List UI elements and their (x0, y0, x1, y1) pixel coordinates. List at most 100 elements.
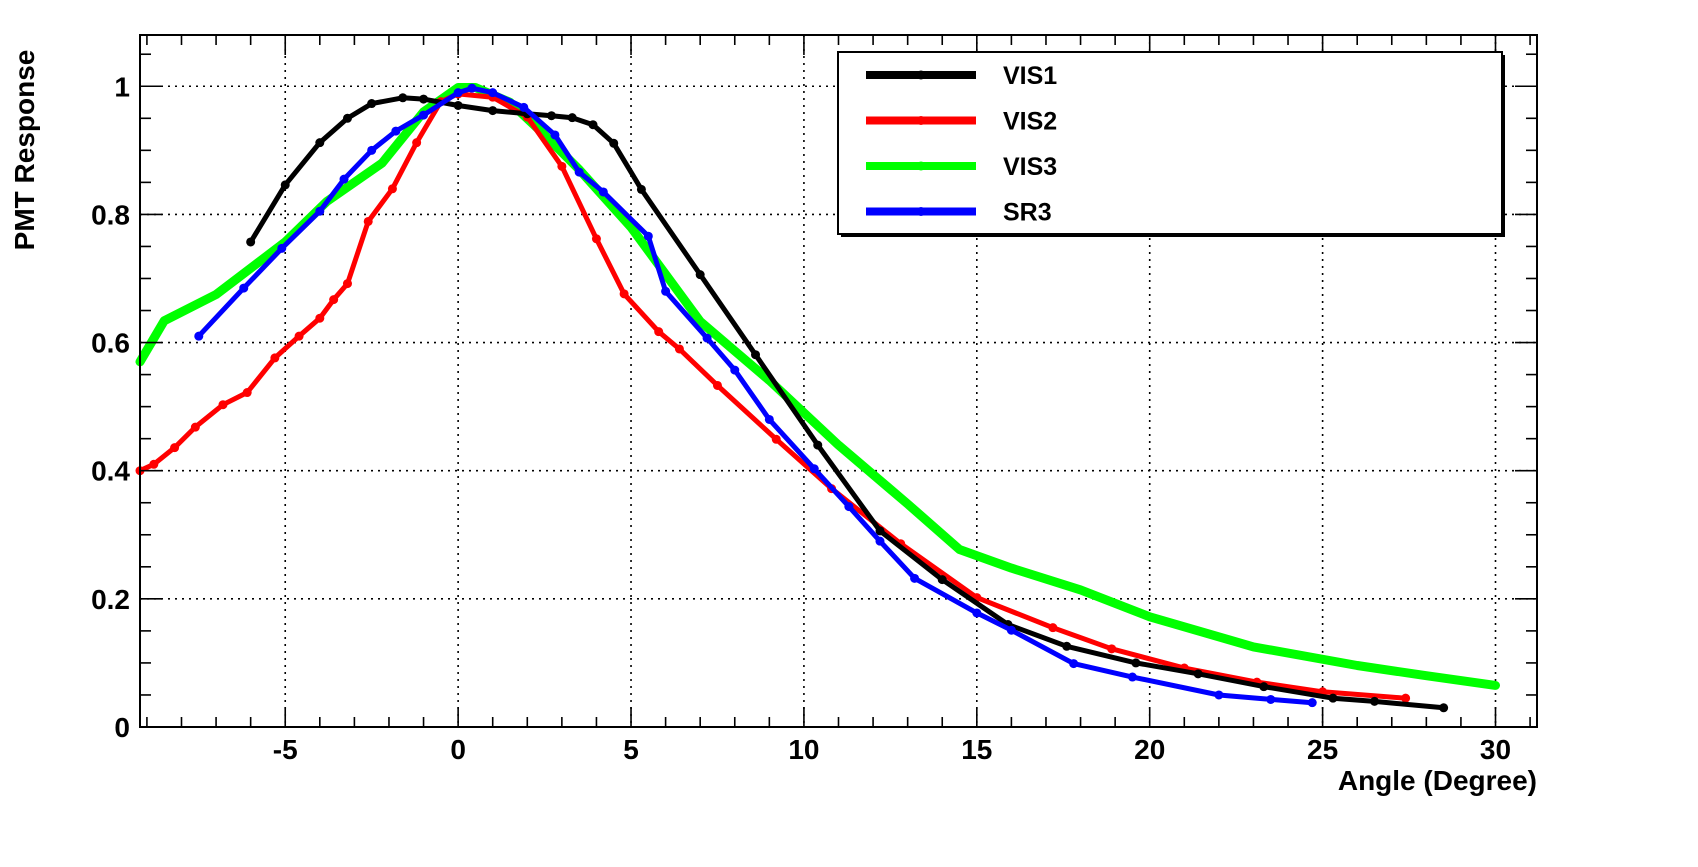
x-axis-title: Angle (Degree) (1338, 765, 1537, 796)
point-sr3-16 (661, 286, 671, 296)
y-tick-label-5: 1 (114, 71, 130, 102)
point-sr3-11 (519, 102, 529, 112)
point-vis1-15 (695, 270, 705, 280)
legend-label-vis2: VIS2 (1003, 108, 1057, 136)
point-vis2-18 (557, 161, 567, 171)
point-vis1-8 (488, 106, 498, 116)
x-tick-label-4: 15 (961, 734, 992, 765)
legend-label-vis3: VIS3 (1003, 153, 1057, 181)
point-vis2-5 (242, 388, 252, 398)
point-vis2-8 (315, 313, 325, 323)
point-vis1-13 (609, 138, 619, 148)
point-vis2-21 (654, 327, 664, 337)
point-vis1-14 (636, 184, 646, 194)
point-vis1-2 (315, 138, 325, 148)
point-sr3-27 (1127, 672, 1137, 682)
point-vis1-3 (342, 113, 352, 123)
point-vis1-19 (937, 575, 947, 585)
legend-box (837, 51, 1503, 235)
point-vis2-6 (270, 353, 280, 363)
point-vis2-33 (1401, 693, 1411, 703)
y-tick-label-2: 0.4 (91, 456, 130, 487)
legend-label-sr3: SR3 (1003, 199, 1052, 227)
point-sr3-12 (550, 130, 560, 140)
point-vis1-0 (246, 237, 256, 247)
point-vis2-2 (170, 443, 180, 453)
point-sr3-7 (419, 110, 429, 120)
series-layer (135, 83, 1500, 713)
point-sr3-10 (488, 88, 498, 98)
series-sr3 (194, 83, 1317, 708)
point-vis1-18 (875, 526, 885, 536)
point-vis1-21 (1062, 641, 1072, 651)
legend-item-vis3: VIS3 (866, 153, 1057, 181)
point-sr3-1 (239, 283, 249, 293)
point-sr3-8 (453, 88, 463, 98)
point-vis1-25 (1328, 693, 1338, 703)
point-sr3-20 (809, 464, 819, 474)
point-sr3-17 (702, 333, 712, 343)
x-tick-label-7: 30 (1480, 734, 1511, 765)
series-vis2 (135, 89, 1411, 703)
point-vis1-16 (751, 350, 761, 360)
point-sr3-3 (315, 206, 325, 216)
point-sr3-5 (367, 145, 377, 155)
point-sr3-28 (1214, 690, 1224, 700)
point-vis1-27 (1439, 703, 1449, 713)
series-line-vis1 (248, 95, 1447, 711)
legend-label-vis1: VIS1 (1003, 62, 1057, 90)
series-line-vis2 (137, 91, 1409, 701)
y-axis-title: PMT Response (9, 50, 40, 251)
legend-marker-sr3 (916, 207, 926, 216)
x-tick-label-5: 20 (1134, 734, 1165, 765)
point-vis2-4 (218, 400, 228, 410)
x-tick-label-3: 10 (788, 734, 819, 765)
point-vis2-12 (387, 184, 397, 194)
legend-marker-vis3 (916, 161, 926, 171)
point-sr3-13 (574, 167, 584, 177)
point-sr3-2 (277, 243, 287, 253)
point-vis2-20 (619, 289, 629, 299)
y-tick-label-0: 0 (114, 712, 130, 743)
point-vis1-24 (1259, 682, 1269, 692)
x-tick-label-0: -5 (273, 734, 298, 765)
point-vis2-7 (294, 331, 304, 341)
point-sr3-14 (598, 187, 608, 197)
point-vis1-23 (1193, 669, 1203, 679)
point-vis1-22 (1131, 658, 1141, 668)
point-vis1-6 (419, 94, 429, 104)
point-vis2-19 (591, 234, 601, 244)
legend-item-vis1: VIS1 (866, 62, 1057, 90)
point-sr3-18 (730, 365, 740, 375)
point-vis1-12 (588, 120, 598, 130)
point-sr3-23 (910, 573, 920, 583)
point-sr3-29 (1266, 694, 1276, 704)
point-vis2-1 (149, 459, 159, 469)
y-tick-labels: 0 0.2 0.4 0.6 0.8 1 (91, 71, 130, 743)
point-vis1-5 (398, 93, 408, 103)
legend: VIS1 VIS2 VIS3 SR3 (837, 51, 1505, 237)
point-vis2-13 (412, 138, 422, 148)
point-vis2-23 (712, 380, 722, 390)
point-vis2-3 (190, 422, 200, 432)
point-vis1-26 (1369, 696, 1379, 706)
point-vis2-28 (1048, 623, 1058, 633)
x-tick-label-6: 25 (1307, 734, 1338, 765)
point-vis1-10 (546, 111, 556, 121)
point-sr3-4 (339, 174, 349, 184)
point-sr3-9 (467, 83, 477, 93)
point-vis2-9 (329, 295, 339, 305)
point-sr3-21 (844, 502, 854, 512)
point-sr3-26 (1069, 659, 1079, 669)
legend-marker-vis2 (916, 116, 926, 125)
y-tick-label-1: 0.2 (91, 584, 130, 615)
point-sr3-25 (1006, 625, 1016, 635)
point-sr3-19 (764, 414, 774, 424)
point-vis2-24 (771, 434, 781, 444)
legend-item-vis2: VIS2 (866, 108, 1057, 136)
legend-item-sr3: SR3 (866, 199, 1052, 227)
series-vis1 (246, 93, 1449, 713)
y-tick-label-3: 0.6 (91, 328, 130, 359)
point-sr3-0 (194, 331, 204, 341)
